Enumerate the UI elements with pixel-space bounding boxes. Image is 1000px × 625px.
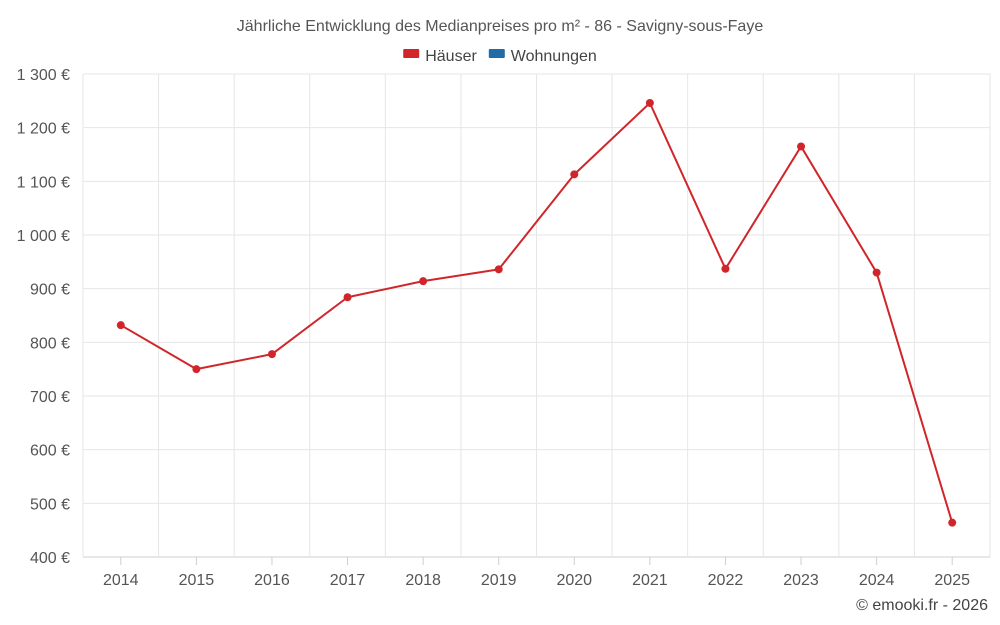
y-tick-label: 900 € <box>30 282 70 299</box>
x-tick-label: 2019 <box>481 572 517 589</box>
data-point <box>645 98 654 107</box>
x-tick-label: 2023 <box>783 572 819 589</box>
legend-label: Wohnungen <box>511 48 597 65</box>
legend: Häuser Wohnungen <box>403 48 597 65</box>
y-tick-label: 1 300 € <box>17 67 70 84</box>
data-point <box>948 518 957 527</box>
x-tick-label: 2024 <box>859 572 895 589</box>
x-tick-label: 2020 <box>556 572 592 589</box>
data-point <box>872 268 881 277</box>
grid <box>82 73 991 558</box>
series-line-haeuser <box>120 101 954 523</box>
legend-item: Wohnungen <box>488 48 597 65</box>
x-tick-label: 2021 <box>632 572 668 589</box>
y-tick-label: 700 € <box>30 389 70 406</box>
x-tick-label: 2016 <box>254 572 290 589</box>
data-point <box>116 321 125 330</box>
y-tick-label: 1 200 € <box>17 121 70 138</box>
y-tick-label: 800 € <box>30 335 70 352</box>
series-group <box>116 98 957 527</box>
credit-text: © emooki.fr - 2026 <box>856 597 988 614</box>
data-point <box>419 277 428 286</box>
y-tick-label: 500 € <box>30 496 70 513</box>
data-point <box>267 350 276 359</box>
data-point <box>721 264 730 273</box>
data-point <box>192 365 201 374</box>
data-point <box>343 293 352 302</box>
legend-swatch <box>488 49 505 58</box>
x-tick-label: 2025 <box>934 572 970 589</box>
y-axis: 400 € 500 € 600 € 700 € 800 € 900 € 1 000 € 1 1… <box>17 67 70 567</box>
x-axis: 2014 2015 2016 2017 2018 2019 2020 2021 2022 2023… <box>103 557 970 589</box>
y-tick-label: 1 000 € <box>17 228 70 245</box>
data-point <box>570 170 579 179</box>
y-tick-label: 400 € <box>30 550 70 567</box>
x-tick-label: 2014 <box>103 572 139 589</box>
chart-title: Jährliche Entwicklung des Medianpreises … <box>237 18 764 35</box>
legend-label: Häuser <box>425 48 477 65</box>
x-tick-label: 2018 <box>405 572 441 589</box>
legend-swatch <box>403 49 420 58</box>
x-tick-label: 2017 <box>330 572 366 589</box>
x-tick-label: 2015 <box>179 572 215 589</box>
data-point <box>494 265 503 274</box>
x-tick-label: 2022 <box>708 572 744 589</box>
data-point <box>797 142 806 151</box>
legend-item: Häuser <box>403 48 477 65</box>
y-tick-label: 600 € <box>30 443 70 460</box>
y-tick-label: 1 100 € <box>17 174 70 191</box>
